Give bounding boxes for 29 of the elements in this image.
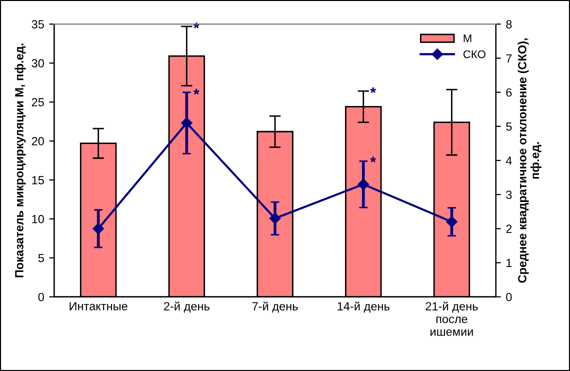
y2-tick-label: 3	[506, 190, 512, 199]
y-axis-title: Показатель микроциркуляции М, пф.ед.	[14, 44, 26, 278]
y2-tick-label: 0	[506, 292, 512, 302]
x-tick-label: 14-й день	[338, 302, 390, 313]
y-tick-label: 0	[38, 292, 44, 302]
y-tick-label: 15	[32, 176, 44, 184]
legend-label: СКО	[463, 50, 486, 58]
annotation: *	[370, 156, 376, 162]
x-tick-label: 2-й день	[164, 302, 210, 313]
y2-tick-label: 2	[506, 224, 512, 233]
y2-tick-label: 4	[506, 156, 512, 165]
y2-tick-label: 7	[506, 54, 512, 62]
y-tick-label: 5	[38, 254, 44, 262]
y2-tick-label: 6	[506, 88, 512, 97]
y-tick-label: 35	[32, 20, 44, 29]
y2-tick-label: 5	[506, 122, 512, 131]
x-tick-label: 7-й день	[252, 302, 298, 313]
y-tick-label: 20	[32, 137, 44, 146]
annotation: *	[193, 88, 200, 95]
legend-label: М	[464, 34, 472, 42]
y2-tick-label: 1	[506, 258, 512, 267]
y-tick-label: 25	[32, 98, 44, 106]
y2-axis-title: Среднее квадратичное отклонение (СКО), пф.ед.	[518, 38, 542, 283]
y-tick-label: 30	[32, 59, 44, 68]
x-tick-label: Интактные	[70, 302, 128, 310]
annotation: *	[370, 87, 376, 94]
y2-tick-label: 8	[506, 20, 512, 29]
y-tick-label: 10	[32, 214, 44, 224]
x-tick-label: 21-й день после ишемии	[426, 302, 478, 336]
